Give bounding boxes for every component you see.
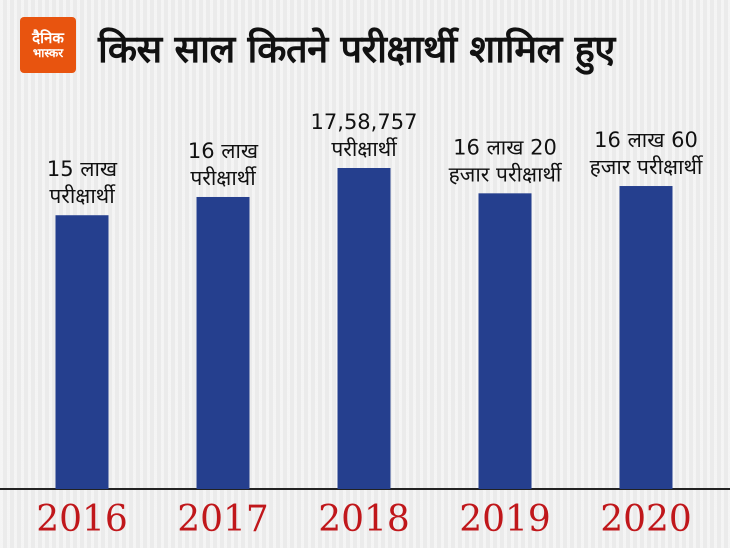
logo-line-2: भास्कर: [32, 45, 64, 60]
x-tick-label-2019: 2019: [459, 499, 551, 540]
data-label-2017-line-1: 16 लाख: [188, 139, 259, 163]
data-label-2018-line-1: 17,58,757: [311, 110, 418, 134]
x-tick-label-2018: 2018: [318, 499, 410, 540]
data-label-2019-line-1: 16 लाख 20: [453, 135, 557, 159]
data-label-2019-line-2: हजार परीक्षार्थी: [449, 162, 563, 186]
data-label-2020-line-2: हजार परीक्षार्थी: [590, 155, 704, 179]
data-label-2017-line-2: परीक्षार्थी: [190, 166, 257, 190]
x-tick-labels-group: 2016 2017 2018 2019 2020: [36, 499, 692, 540]
bar-2018: [337, 168, 391, 489]
x-tick-label-2017: 2017: [177, 499, 269, 540]
x-tick-label-2016: 2016: [36, 499, 128, 540]
chart-title: किस साल कितने परीक्षार्थी शामिल हुए: [98, 27, 615, 71]
data-label-2016-line-1: 15 लाख: [47, 157, 118, 181]
bars-group: [55, 168, 673, 490]
data-labels-group: 15 लाख परीक्षार्थी 16 लाख परीक्षार्थी 17,58,…: [47, 110, 704, 208]
dainik-bhaskar-logo: दैनिक भास्कर: [20, 17, 76, 73]
bar-2017: [196, 196, 250, 489]
bar-2020: [619, 186, 673, 489]
x-tick-label-2020: 2020: [600, 499, 692, 540]
data-label-2020-line-1: 16 लाख 60: [594, 128, 698, 152]
bar-2016: [55, 215, 109, 489]
logo-line-1: दैनिक: [32, 28, 64, 47]
data-label-2018-line-2: परीक्षार्थी: [331, 137, 398, 161]
data-label-2016-line-2: परीक्षार्थी: [49, 184, 116, 208]
bar-2019: [478, 193, 532, 490]
